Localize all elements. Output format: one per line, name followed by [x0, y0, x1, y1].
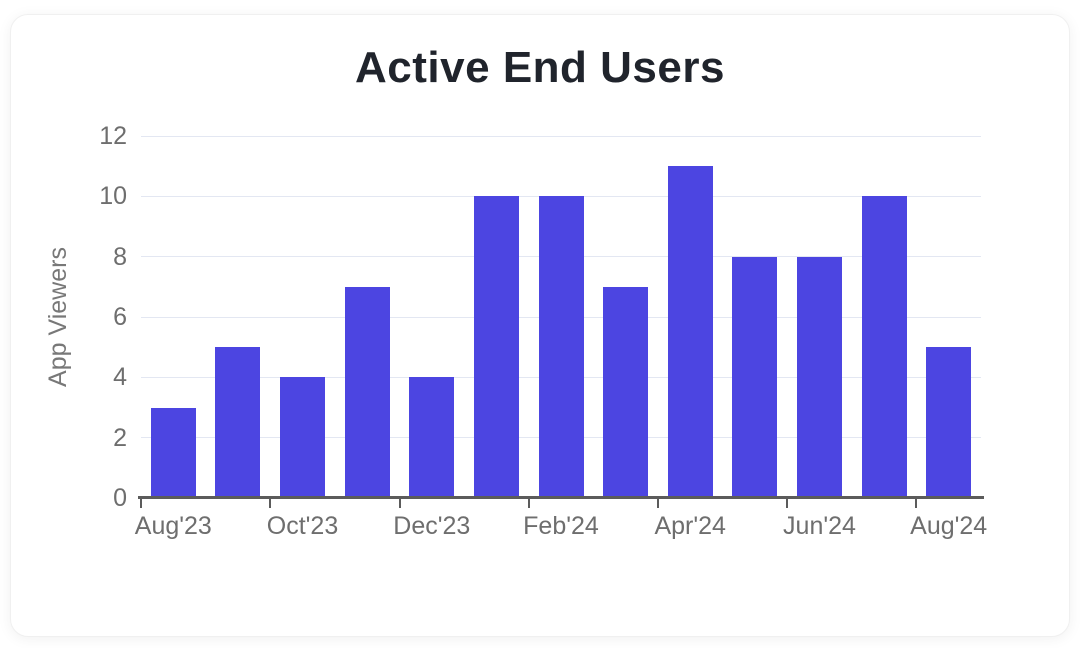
x-tick-mark: [915, 499, 918, 508]
bar[interactable]: [409, 377, 455, 496]
y-tick-label: 4: [113, 363, 127, 392]
bar[interactable]: [667, 166, 713, 496]
x-tick-label: Jun'24: [783, 512, 856, 540]
x-tick-label: Feb'24: [523, 512, 599, 540]
plot-area: App Viewers 0 2 4 6 8 10 12 Aug'23 Oct'23 Dec'23 F…: [44, 122, 987, 540]
bar[interactable]: [344, 286, 390, 496]
x-tick-label: Oct'23: [266, 512, 339, 540]
bar[interactable]: [732, 256, 778, 496]
bar[interactable]: [473, 196, 519, 496]
x-tick-mark: [656, 499, 659, 508]
y-axis-title: App Viewers: [44, 247, 72, 387]
x-tick-label: Aug'23: [134, 512, 212, 540]
x-tick-mark: [786, 499, 789, 508]
y-tick-label: 2: [113, 423, 127, 452]
bar[interactable]: [603, 286, 649, 496]
bar[interactable]: [538, 196, 584, 496]
x-axis-line: [138, 496, 984, 499]
x-tick-mark: [269, 499, 272, 508]
x-tick-mark: [140, 499, 142, 508]
y-tick-label: 8: [113, 242, 127, 271]
bar[interactable]: [280, 377, 325, 496]
x-tick-mark: [398, 499, 401, 508]
x-tick-label: Apr'24: [654, 512, 726, 540]
bar[interactable]: [926, 347, 972, 496]
gridline: [141, 135, 981, 137]
y-tick-label: 0: [113, 484, 127, 512]
x-tick-label: Aug'24: [910, 512, 988, 540]
y-tick-label: 12: [99, 122, 127, 150]
x-tick-label: Dec'23: [393, 512, 471, 540]
bar[interactable]: [797, 256, 842, 496]
y-tick-label: 10: [99, 182, 127, 211]
y-tick-label: 6: [113, 303, 127, 331]
bar[interactable]: [861, 196, 907, 496]
bar[interactable]: [215, 347, 261, 496]
x-tick-mark: [527, 499, 530, 508]
chart-card: Active End Users App Viewers 0 2 4 6 8 10 12 Au…: [10, 14, 1070, 637]
chart-title: Active End Users: [355, 43, 725, 92]
bar[interactable]: [150, 407, 196, 496]
